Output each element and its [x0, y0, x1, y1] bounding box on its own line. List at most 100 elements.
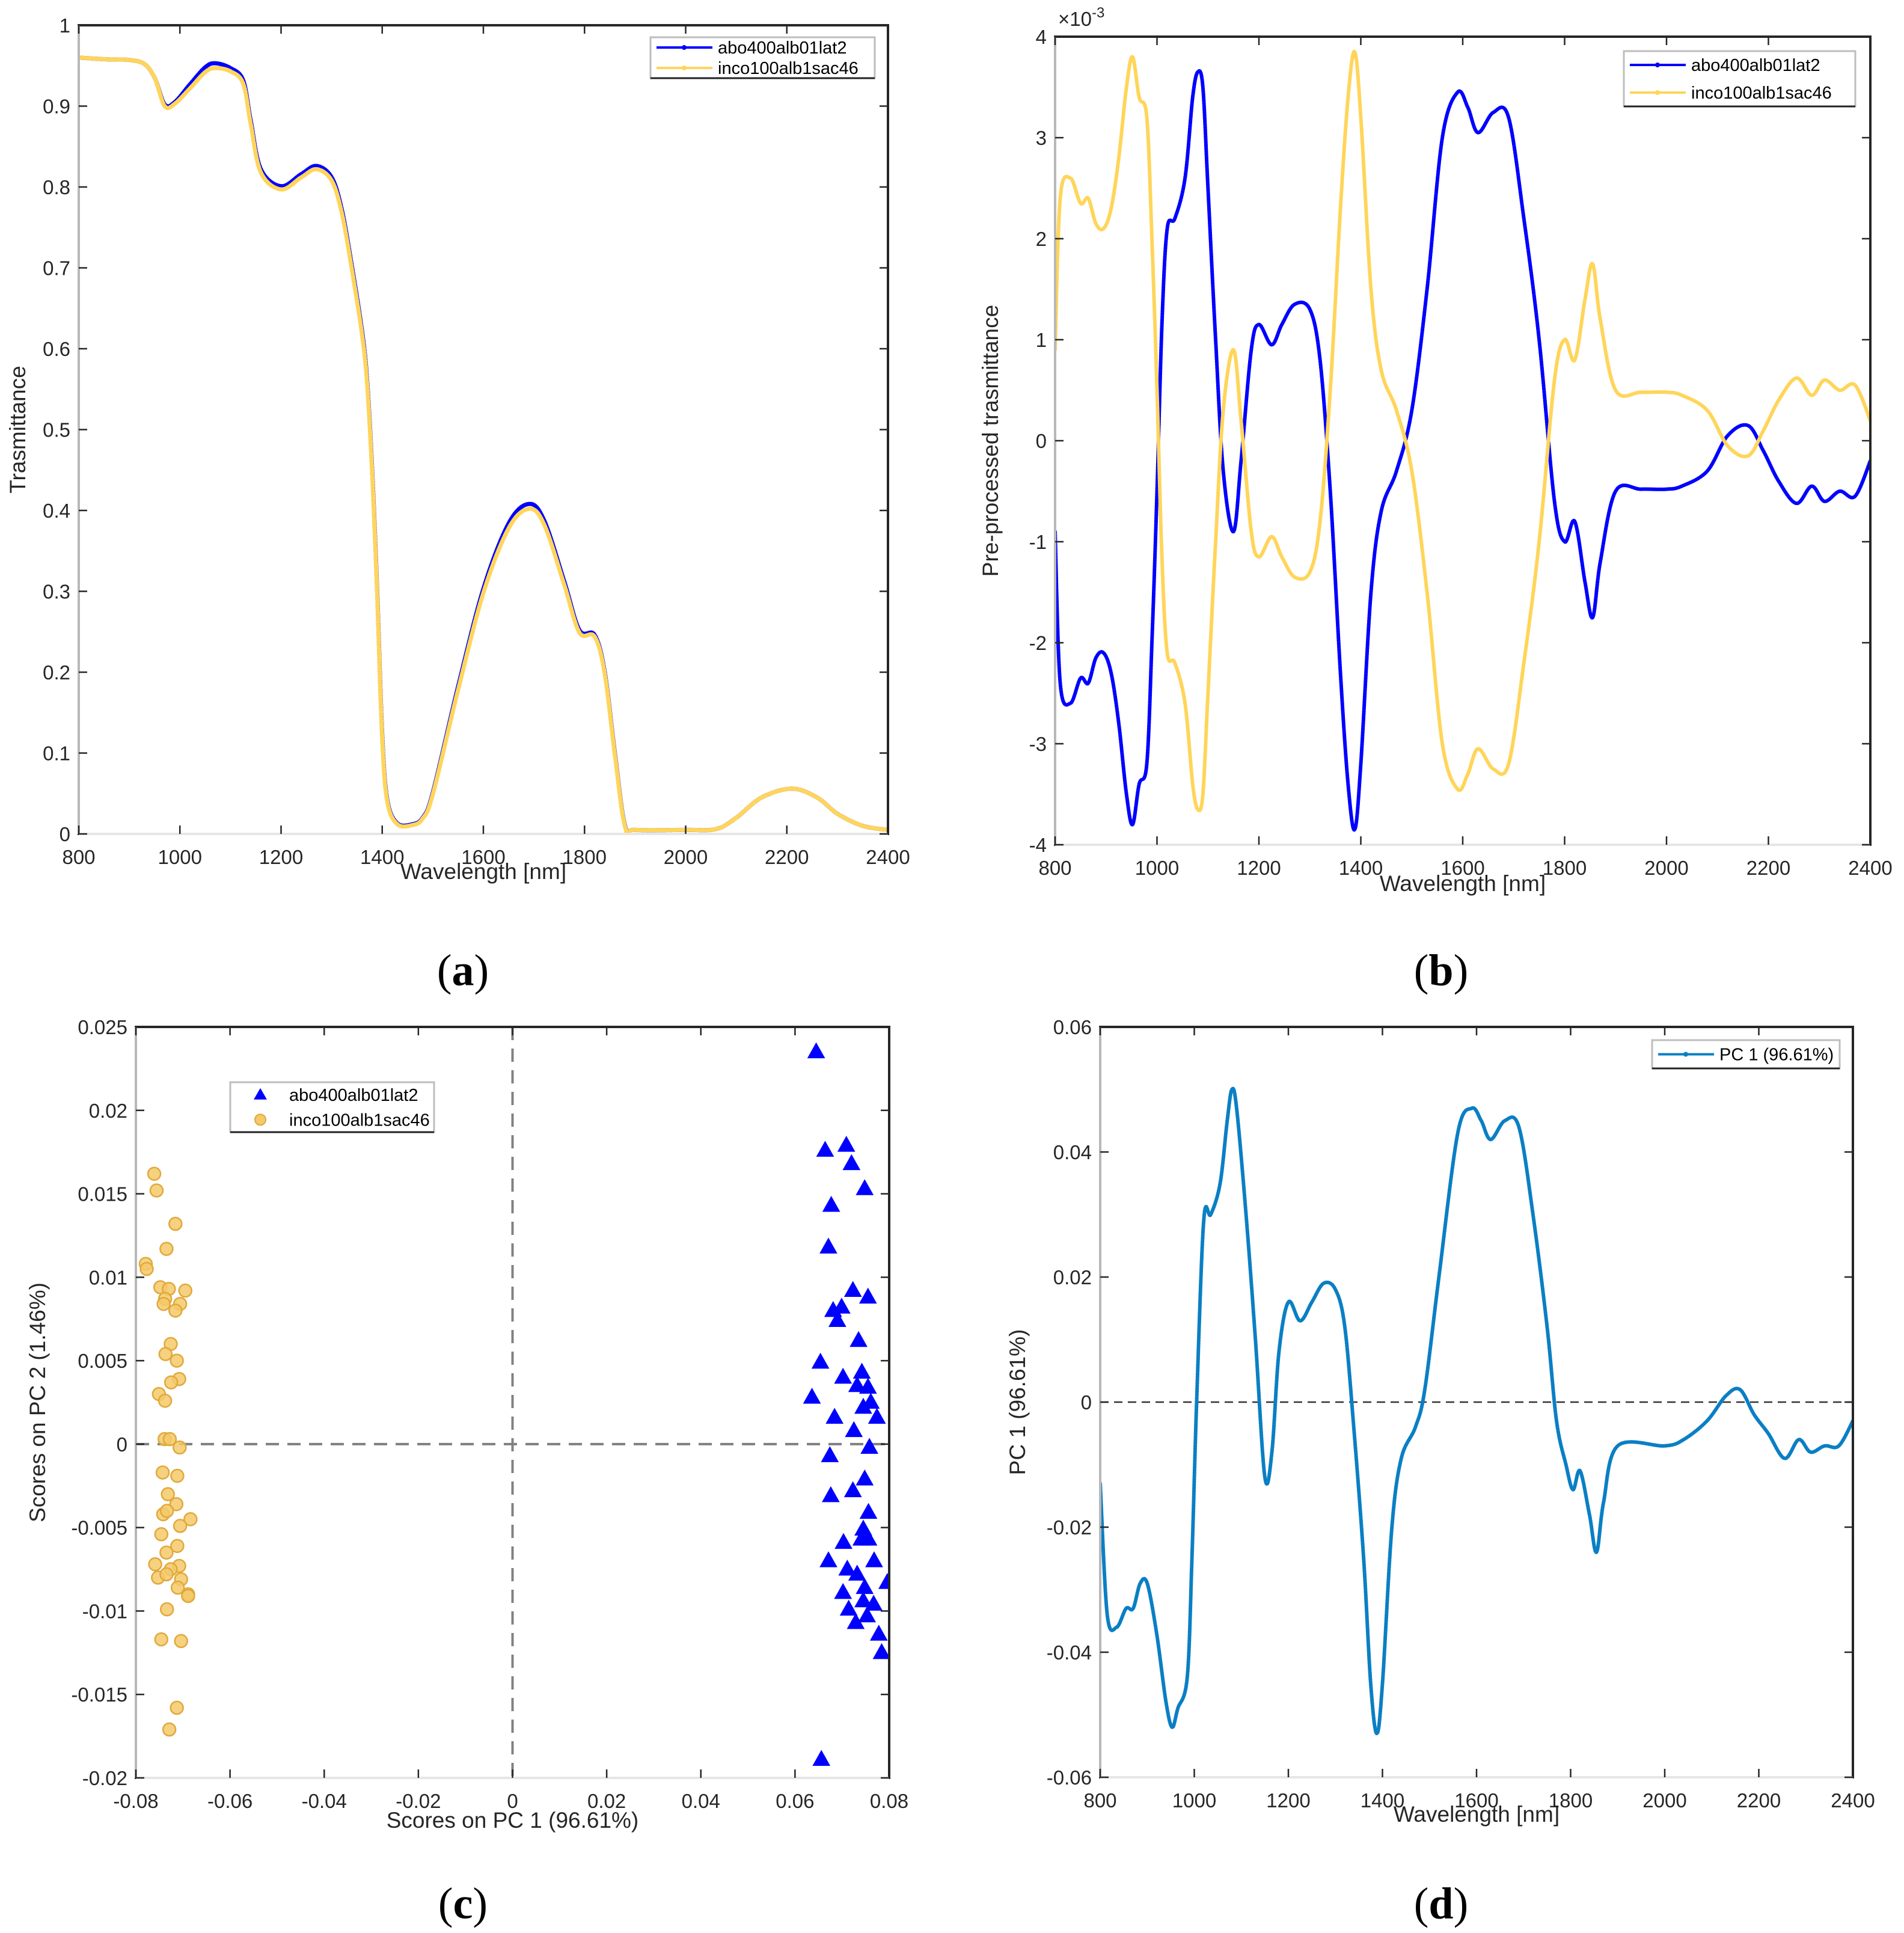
y-tick-label: 0.04 [1053, 1141, 1092, 1163]
scatter-point-triangle [821, 1446, 839, 1462]
scatter-point-triangle [819, 1237, 837, 1254]
scatter-point-triangle [838, 1560, 857, 1576]
scatter-point-circle [183, 1512, 198, 1527]
scatter-point-triangle [803, 1388, 821, 1404]
scatter-point-circle [149, 1183, 164, 1198]
legend: abo400alb01lat2 inco100alb1sac46 [1623, 50, 1857, 108]
scatter-point-circle [159, 1242, 174, 1256]
y-axis-label: Scores on PC 2 (1.46%) [25, 1282, 50, 1522]
scatter-point-triangle [822, 1486, 840, 1503]
y-tick-label: 0.06 [1053, 1016, 1092, 1038]
scatter-point-circle [159, 1602, 174, 1617]
scatter-point-triangle [872, 1643, 889, 1659]
x-axis-label: Wavelength [nm] [400, 859, 566, 884]
y-tick-label: 0.7 [43, 257, 70, 280]
x-tick-label: 1400 [1339, 857, 1383, 879]
panel-b: 800 1000 1200 1400 1600 1800 2000 2200 2400 -4 -3 -… [978, 5, 1893, 996]
x-tick-label: 2400 [866, 846, 910, 868]
legend: abo400alb01lat2 inco100alb1sac46 [229, 1081, 435, 1133]
scatter-point-triangle [816, 1141, 834, 1157]
y-tick-label: -2 [1029, 632, 1047, 654]
scatter-point-circle [169, 1497, 184, 1512]
y-tick-label: 0.02 [1053, 1266, 1092, 1288]
x-tick-label: 2000 [664, 846, 708, 868]
x-tick-label: 1000 [158, 846, 202, 868]
x-tick-label: 2200 [1737, 1789, 1781, 1812]
scatter-point-circle [162, 1432, 177, 1447]
chart-b-svg: 800 1000 1200 1400 1600 1800 2000 2200 2400 -4 -3 -… [978, 5, 1893, 896]
scatter-point-circle [148, 1557, 162, 1572]
x-tick-label: 0 [507, 1790, 518, 1812]
x-axis-label: Wavelength [nm] [1394, 1802, 1560, 1827]
legend: PC 1 (96.61%) [1651, 1039, 1841, 1070]
plot-content [1100, 1086, 1853, 1736]
x-tick-label: -0.04 [302, 1790, 347, 1812]
scatter-point-triangle [859, 1287, 877, 1304]
scatter-point-circle [170, 1700, 184, 1715]
chart-c-svg: -0.08 -0.06 -0.04 -0.02 0 0.02 0.04 0.06 0.08 -0.… [25, 1016, 908, 1833]
plot-area [1055, 37, 1870, 845]
x-tick-label: 1800 [1549, 1789, 1593, 1812]
x-tick-label: 1600 [1454, 1789, 1498, 1812]
x-tick-label: 0.06 [776, 1790, 814, 1812]
scatter-point-circle [170, 1468, 185, 1483]
scatter-point-circle [155, 1465, 170, 1480]
scatter-point-triangle [858, 1606, 877, 1623]
scatter-point-triangle [865, 1594, 883, 1611]
y-tick-label: -0.04 [1047, 1641, 1092, 1664]
scatter-point-circle [170, 1353, 184, 1368]
x-tick-label: 1200 [259, 846, 303, 868]
y-tick-label: -0.02 [1047, 1516, 1092, 1539]
y-axis-label: PC 1 (96.61%) [1005, 1329, 1030, 1475]
x-tick-label: 800 [62, 846, 95, 868]
scatter-point-circle [178, 1283, 192, 1298]
scatter-point-triangle [848, 1376, 866, 1392]
scatter-point-triangle [856, 1578, 874, 1594]
y-tick-label: -0.06 [1047, 1766, 1092, 1789]
scatter-point-circle [154, 1527, 169, 1542]
y-tick-label: 0.015 [78, 1183, 127, 1205]
scatter-point-circle [164, 1375, 179, 1389]
x-tick-label: 2400 [1831, 1789, 1875, 1812]
legend-entry-label: inco100alb1sac46 [289, 1110, 430, 1130]
y-tick-label: -0.005 [71, 1517, 127, 1539]
panel-label-d: (d) [1413, 1879, 1469, 1929]
y-tick-label: 0.025 [78, 1016, 127, 1038]
scatter-point-circle [139, 1261, 154, 1276]
scatter-point-triangle [868, 1408, 886, 1424]
y-tick-label: 0.01 [89, 1266, 127, 1288]
y-tick-label: -3 [1029, 733, 1047, 755]
scatter-point-triangle [856, 1179, 874, 1195]
scatter-point-circle [154, 1632, 169, 1647]
scatter-point-triangle [862, 1392, 880, 1409]
y-axis-label: Pre-processed trasmittance [978, 305, 1003, 577]
panel-label-b: (b) [1413, 946, 1469, 996]
scatter-point-triangle [849, 1331, 868, 1347]
x-axis-label: Scores on PC 1 (96.61%) [387, 1808, 639, 1833]
scatter-point-triangle [859, 1530, 878, 1546]
scatter-point-triangle [853, 1362, 871, 1379]
scatter-point-triangle [878, 1573, 889, 1589]
y-tick-label: -4 [1029, 834, 1047, 856]
x-tick-label: 1400 [360, 846, 404, 868]
series-line-core-0 [1055, 70, 1870, 831]
scatter-point-triangle [859, 1503, 878, 1519]
y-tick-label: 0.1 [43, 743, 70, 765]
scatter-point-triangle [846, 1613, 865, 1629]
scatter-point-circle [181, 1588, 195, 1604]
scatter-point-triangle [834, 1533, 853, 1549]
plot-area [79, 25, 888, 834]
y-tick-label: 0.2 [43, 661, 70, 684]
x-tick-label: 1000 [1135, 857, 1179, 879]
scatter-point-circle [147, 1166, 162, 1181]
scatter-point-triangle [843, 1481, 862, 1498]
x-axis-label: Wavelength [nm] [1380, 871, 1546, 896]
scatter-point-circle [170, 1580, 185, 1595]
x-tick-label: -0.02 [396, 1790, 441, 1812]
legend-entry-label: PC 1 (96.61%) [1719, 1046, 1834, 1065]
y-tick-label: 0.6 [43, 338, 70, 360]
scatter-point-triangle [834, 1582, 853, 1599]
legend-entry-label: inco100alb1sac46 [718, 59, 859, 78]
y-tick-label: 0.8 [43, 176, 70, 198]
y-tick-label: 0 [117, 1433, 127, 1456]
